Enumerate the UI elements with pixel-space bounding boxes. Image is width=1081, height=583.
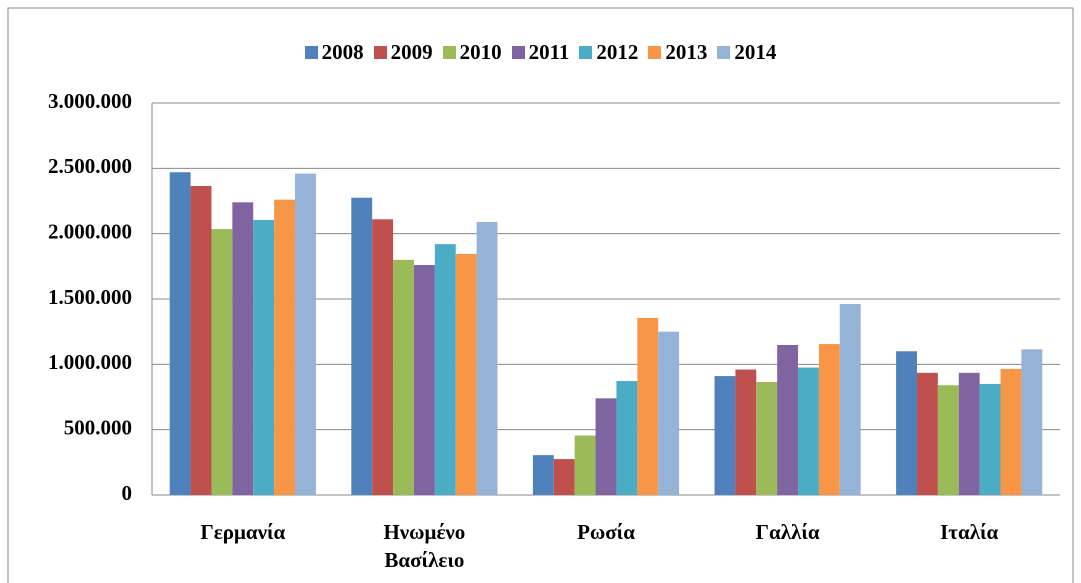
legend-item: 2014 bbox=[717, 40, 776, 65]
y-tick-label: 500.000 bbox=[64, 415, 132, 439]
bar bbox=[434, 244, 456, 495]
legend-item: 2008 bbox=[304, 40, 364, 65]
legend-label: 2012 bbox=[596, 40, 639, 64]
bar bbox=[190, 185, 212, 495]
bar bbox=[595, 398, 617, 495]
y-tick-label: 1.500.000 bbox=[48, 285, 132, 309]
bar bbox=[1021, 349, 1043, 495]
bar bbox=[839, 303, 861, 495]
bar bbox=[553, 459, 575, 495]
x-tick-label: Γερμανία bbox=[200, 520, 286, 544]
legend-swatch bbox=[442, 46, 456, 59]
x-tick-label: Ιταλία bbox=[940, 520, 999, 544]
bar bbox=[714, 376, 736, 495]
bar bbox=[616, 381, 638, 495]
legend-swatch bbox=[648, 46, 662, 59]
bar bbox=[232, 202, 254, 495]
bar bbox=[1000, 368, 1022, 495]
legend-item: 2011 bbox=[511, 40, 570, 65]
bar bbox=[253, 219, 275, 496]
bar bbox=[756, 381, 778, 495]
x-tick-label: Γαλλία bbox=[755, 520, 820, 544]
legend-label: 2009 bbox=[390, 40, 433, 64]
bar bbox=[735, 369, 757, 495]
legend-swatch bbox=[304, 46, 318, 59]
bar bbox=[211, 229, 233, 496]
bar bbox=[476, 221, 498, 495]
legend-swatch bbox=[717, 46, 731, 59]
y-tick-label: 1.000.000 bbox=[48, 350, 132, 374]
legend-item: 2012 bbox=[579, 40, 638, 65]
bar bbox=[295, 173, 316, 495]
chart-border bbox=[7, 7, 1074, 583]
legend-label: 2013 bbox=[665, 40, 708, 64]
legend-label: 2010 bbox=[459, 40, 502, 64]
y-tick-label: 2.000.000 bbox=[48, 219, 132, 243]
legend-swatch bbox=[511, 46, 525, 59]
bar bbox=[393, 259, 414, 495]
bar bbox=[798, 367, 819, 495]
bar bbox=[958, 372, 980, 495]
bar bbox=[455, 253, 477, 495]
legend-swatch bbox=[373, 46, 387, 59]
legend-item: 2013 bbox=[648, 40, 707, 65]
legend: 2008 2009 2010 2011 2012 2013 2014 bbox=[0, 40, 1081, 65]
bar bbox=[979, 383, 1001, 495]
bar bbox=[916, 372, 938, 495]
bar bbox=[658, 331, 680, 495]
y-tick-label: 0 bbox=[122, 481, 133, 505]
legend-item: 2009 bbox=[373, 40, 433, 65]
bar bbox=[413, 265, 435, 495]
bar bbox=[372, 219, 394, 495]
bar bbox=[896, 351, 917, 495]
bar bbox=[777, 344, 799, 495]
legend-label: 2011 bbox=[528, 40, 570, 64]
bar bbox=[532, 455, 554, 495]
bar bbox=[351, 197, 373, 495]
legend-item: 2010 bbox=[442, 40, 502, 65]
y-tick-label: 3.000.000 bbox=[48, 89, 132, 113]
legend-label: 2008 bbox=[321, 40, 364, 64]
bar bbox=[574, 435, 596, 495]
x-tick-label: Ρωσία bbox=[577, 520, 635, 544]
bar bbox=[274, 199, 296, 495]
bar bbox=[637, 317, 659, 495]
y-tick-label: 2.500.000 bbox=[48, 154, 132, 178]
legend-label: 2014 bbox=[734, 40, 777, 64]
x-tick-label: Ηνωμένο Βασίλειο bbox=[383, 520, 466, 572]
bar bbox=[169, 172, 191, 495]
bar bbox=[937, 385, 959, 495]
legend-swatch bbox=[579, 46, 593, 59]
bar bbox=[818, 344, 840, 495]
